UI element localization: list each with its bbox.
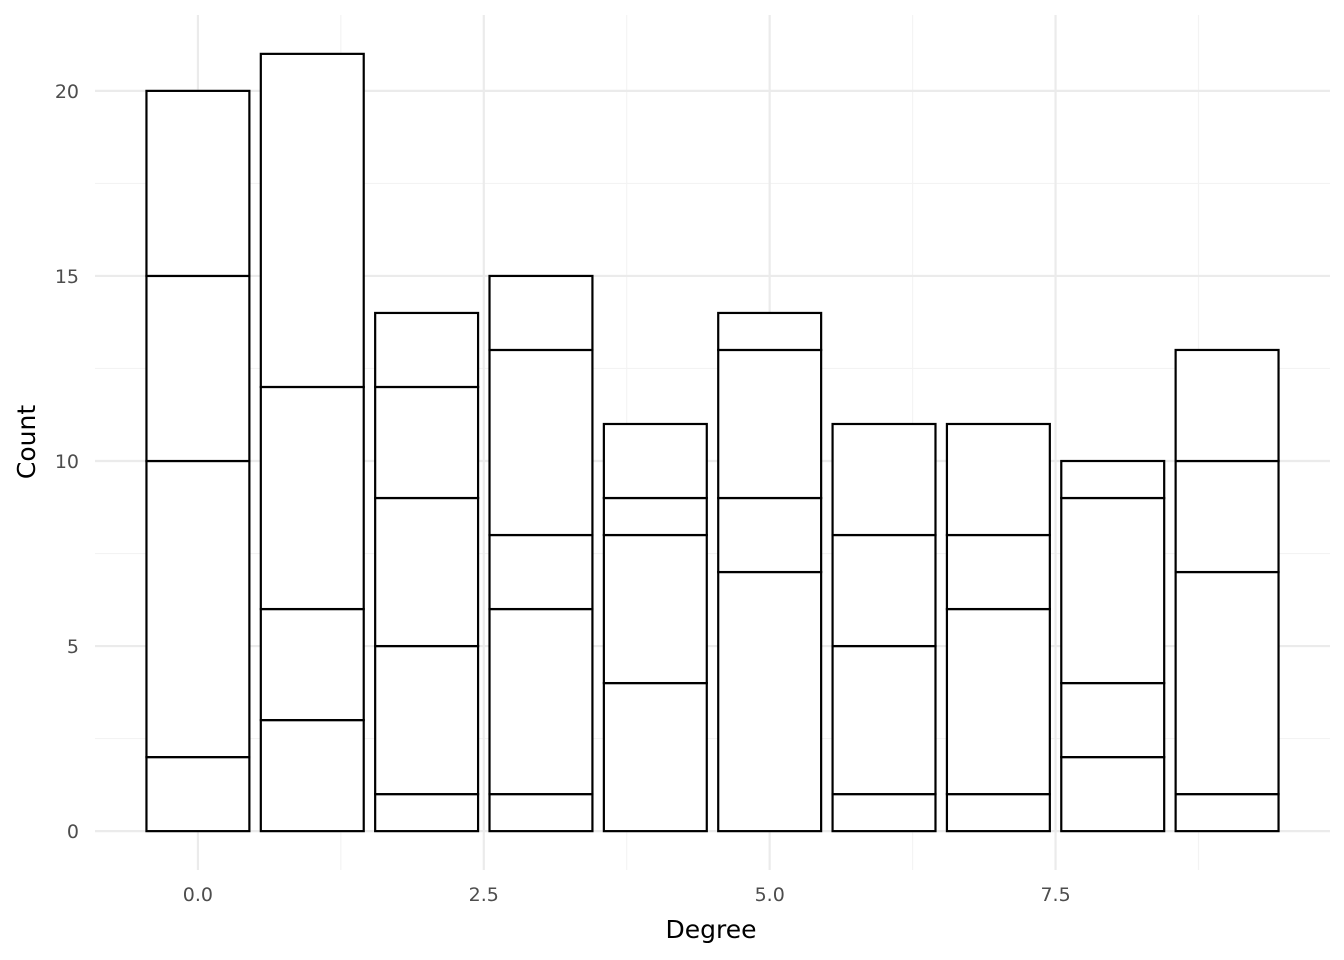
- bar-segment: [717, 570, 823, 833]
- bar-stack: [1060, 459, 1166, 833]
- bar-stack: [145, 89, 251, 833]
- bar-stack: [945, 422, 1051, 833]
- bar-segment: [374, 496, 480, 648]
- bar-segment: [145, 459, 251, 759]
- bar-segment: [374, 644, 480, 796]
- bar-segment: [717, 348, 823, 500]
- bar-segment: [1060, 496, 1166, 685]
- bar-segment: [945, 533, 1051, 611]
- bar-stack: [259, 52, 365, 833]
- bar-stack: [488, 274, 594, 833]
- bar-segment: [1174, 793, 1280, 833]
- bar-segment: [488, 533, 594, 611]
- bar-segment: [1174, 459, 1280, 574]
- bar-segment: [488, 607, 594, 796]
- bar-segment: [945, 793, 1051, 833]
- bar-segment: [488, 793, 594, 833]
- y-tick-label: 15: [55, 266, 79, 288]
- bar-segment: [1174, 570, 1280, 796]
- bar-segment: [374, 793, 480, 833]
- bar-segment: [259, 52, 365, 389]
- x-tick-labels: 0.0 2.5 5.0 7.5: [183, 884, 1071, 906]
- bar-segment: [831, 644, 937, 796]
- bar-segment: [259, 607, 365, 722]
- bar-segment: [831, 422, 937, 537]
- bar-segment: [259, 718, 365, 833]
- bar-segment: [374, 385, 480, 500]
- x-tick-label: 5.0: [755, 884, 785, 906]
- bar-segment: [374, 311, 480, 389]
- bar-segment: [1060, 459, 1166, 500]
- y-tick-label: 20: [55, 81, 79, 103]
- bar-segment: [602, 533, 708, 685]
- bar-segment: [145, 274, 251, 463]
- x-tick-label: 0.0: [183, 884, 213, 906]
- bar-stack: [717, 311, 823, 833]
- y-tick-label: 5: [67, 636, 79, 658]
- y-tick-label: 10: [55, 451, 79, 473]
- bar-stack: [374, 311, 480, 833]
- bar-segment: [717, 496, 823, 574]
- bar-stack: [831, 422, 937, 833]
- bar-segment: [145, 756, 251, 833]
- bar-segment: [602, 681, 708, 833]
- bar-stack: [602, 422, 708, 833]
- bar-segment: [1060, 681, 1166, 759]
- bar-segment: [602, 422, 708, 500]
- bar-segment: [145, 89, 251, 278]
- bar-segment: [945, 607, 1051, 796]
- bar-segment: [488, 274, 594, 352]
- bar-segment: [717, 311, 823, 352]
- bars: [145, 52, 1280, 833]
- bar-segment: [945, 422, 1051, 537]
- x-axis-title: Degree: [666, 915, 757, 944]
- bar-segment: [831, 533, 937, 648]
- bar-segment: [488, 348, 594, 537]
- y-tick-label: 0: [67, 821, 79, 843]
- bar-stack: [1174, 348, 1280, 833]
- bar-segment: [602, 496, 708, 537]
- y-tick-labels: 0 5 10 15 20: [55, 81, 79, 843]
- bar-segment: [1060, 756, 1166, 833]
- x-tick-label: 2.5: [469, 884, 499, 906]
- y-axis-title: Count: [12, 405, 41, 479]
- bar-segment: [1174, 348, 1280, 463]
- x-tick-label: 7.5: [1040, 884, 1070, 906]
- bar-segment: [259, 385, 365, 611]
- bar-segment: [831, 793, 937, 833]
